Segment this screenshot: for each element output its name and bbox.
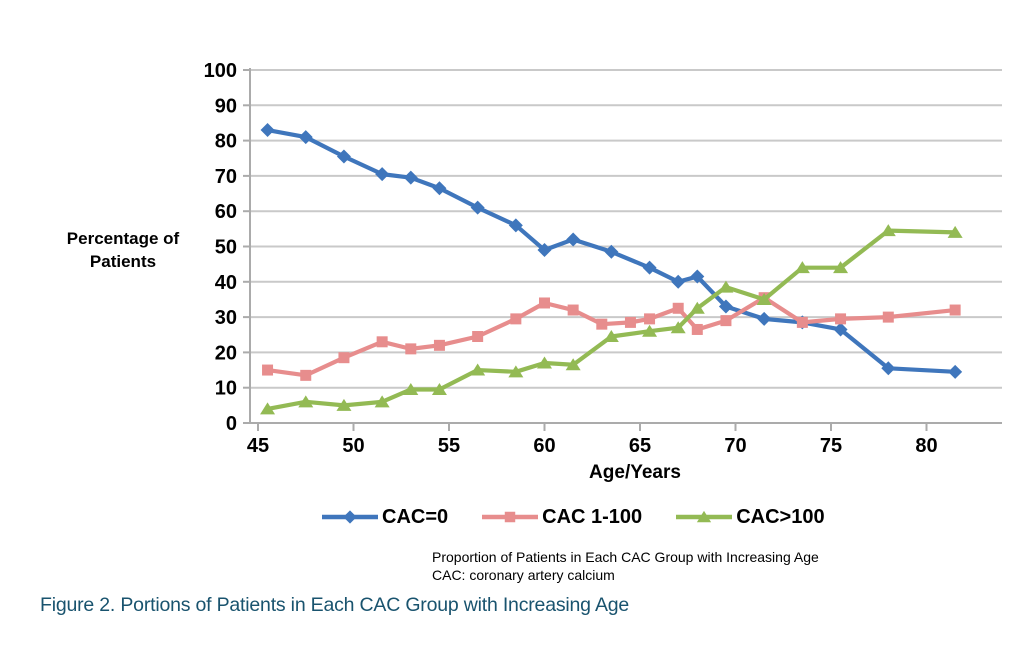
data-point-marker-2 — [880, 224, 896, 237]
y-axis-tick-label: 20 — [215, 342, 237, 364]
data-point-marker-2 — [718, 280, 734, 293]
data-point-marker-2 — [403, 382, 419, 395]
legend-item-2: CAC>100 — [674, 504, 825, 530]
data-point-marker-0 — [604, 244, 619, 259]
y-axis-tick-label: 30 — [215, 307, 237, 329]
x-axis-title: Age/Years — [589, 462, 681, 483]
data-point-marker-1 — [691, 323, 703, 335]
data-point-marker-1 — [567, 304, 579, 316]
legend-item-1: CAC 1-100 — [480, 504, 642, 530]
data-point-marker-0 — [260, 123, 275, 138]
data-point-marker-1 — [376, 336, 388, 348]
data-point-marker-0 — [432, 181, 447, 196]
data-point-marker-0 — [948, 364, 963, 379]
data-point-marker-2 — [336, 398, 352, 411]
y-axis-tick-label: 60 — [215, 201, 237, 223]
data-point-marker-2 — [537, 356, 552, 369]
cac-line-chart: 0 10 20 30 40 50 60 70 80 90 100 45 50 55 60 65 70 75 80 — [204, 60, 1002, 457]
diamond-legend-marker-icon — [322, 510, 378, 524]
data-point-marker-1 — [949, 304, 961, 316]
data-point-marker-0 — [298, 130, 313, 145]
data-point-marker-2 — [431, 382, 447, 395]
data-point-marker-2 — [689, 301, 705, 314]
data-point-marker-0 — [537, 243, 552, 258]
data-point-marker-2 — [298, 395, 314, 408]
data-point-marker-2 — [374, 395, 390, 408]
y-axis-tick-label: 70 — [215, 166, 237, 188]
data-point-marker-0 — [566, 232, 581, 247]
data-point-marker-1 — [720, 315, 732, 327]
data-point-marker-0 — [375, 167, 390, 182]
legend-item-label: CAC 1-100 — [542, 505, 643, 528]
data-point-marker-1 — [796, 316, 808, 328]
y-axis-tick-label: 100 — [204, 60, 237, 82]
data-point-marker-2 — [642, 324, 658, 337]
x-axis-tick-label: 75 — [820, 435, 842, 457]
chart-legend: CAC=0 CAC 1-100 CAC>100 — [320, 502, 825, 532]
x-axis-tick-label: 60 — [533, 435, 555, 457]
data-point-marker-0 — [671, 274, 686, 289]
square-legend-marker-icon — [482, 511, 539, 523]
data-point-marker-0 — [757, 311, 772, 326]
y-axis-tick-label: 90 — [215, 95, 237, 117]
data-point-marker-0 — [690, 269, 705, 284]
data-point-marker-1 — [262, 364, 274, 376]
data-point-marker-1 — [672, 302, 684, 314]
data-point-marker-2 — [470, 363, 486, 376]
data-point-marker-2 — [670, 321, 686, 334]
x-axis-tick-label: 70 — [724, 435, 746, 457]
chart-caption-line2: CAC: coronary artery calcium — [432, 566, 615, 583]
data-point-marker-1 — [835, 313, 847, 325]
data-point-marker-2 — [260, 402, 276, 415]
data-point-marker-0 — [642, 260, 657, 275]
data-point-marker-1 — [510, 313, 522, 325]
y-axis-tick-label: 80 — [215, 131, 237, 153]
data-point-marker-2 — [833, 261, 849, 274]
legend-item-label: CAC>100 — [736, 505, 825, 528]
data-point-marker-2 — [565, 358, 581, 371]
data-point-marker-1 — [624, 316, 636, 328]
y-axis-tick-label: 10 — [215, 378, 237, 400]
x-axis-tick-label: 80 — [915, 435, 937, 457]
data-point-marker-1 — [882, 311, 894, 323]
x-axis-tick-label: 55 — [438, 435, 460, 457]
data-point-marker-0 — [833, 322, 848, 337]
data-point-marker-1 — [596, 318, 608, 330]
data-point-marker-1 — [338, 352, 350, 364]
data-point-marker-1 — [405, 343, 417, 355]
data-point-marker-1 — [300, 369, 312, 381]
data-point-marker-0 — [718, 299, 733, 314]
data-point-marker-2 — [794, 261, 810, 274]
x-axis-tick-label: 45 — [247, 435, 269, 457]
legend-item-label: CAC=0 — [382, 505, 449, 528]
data-point-marker-0 — [508, 218, 523, 233]
data-point-marker-0 — [403, 170, 418, 185]
data-point-marker-1 — [433, 339, 445, 351]
legend-item-0: CAC=0 — [320, 504, 448, 530]
data-point-marker-2 — [756, 292, 772, 305]
chart-caption: Proportion of Patients in Each CAC Group… — [432, 549, 819, 584]
data-point-marker-0 — [336, 149, 351, 164]
data-point-marker-2 — [947, 225, 963, 238]
x-axis-tick-label: 50 — [342, 435, 364, 457]
y-axis-tick-label: 0 — [226, 413, 237, 435]
data-point-marker-0 — [470, 200, 485, 215]
data-point-marker-1 — [644, 313, 656, 325]
data-point-marker-1 — [472, 331, 484, 343]
triangle-legend-marker-icon — [676, 510, 733, 523]
y-axis-tick-label: 50 — [215, 237, 237, 259]
y-axis-title: Percentage of Patients — [66, 229, 180, 271]
data-point-marker-2 — [603, 330, 619, 343]
data-point-marker-2 — [508, 365, 524, 378]
data-point-marker-0 — [881, 361, 896, 376]
data-point-marker-1 — [539, 297, 550, 309]
x-axis-tick-label: 65 — [629, 435, 651, 457]
y-axis-tick-label: 40 — [215, 272, 237, 294]
figure-caption: Figure 2. Portions of Patients in Each C… — [40, 594, 630, 616]
chart-caption-line1: Proportion of Patients in Each CAC Group… — [432, 549, 819, 565]
